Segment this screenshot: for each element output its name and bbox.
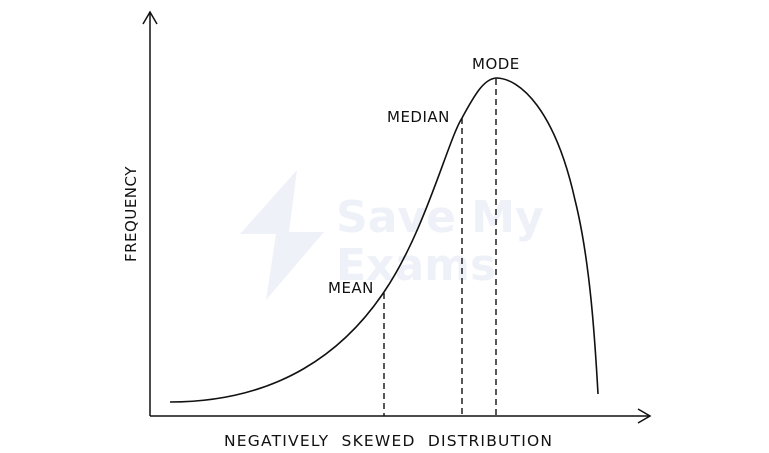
median-label: MEDIAN [387, 108, 450, 126]
mode-label: MODE [472, 55, 520, 73]
x-axis-arrowhead [637, 408, 652, 424]
watermark: Save My Exams [240, 170, 544, 300]
x-axis-label: NEGATIVELY SKEWED DISTRIBUTION [224, 432, 553, 450]
distribution-curve [169, 77, 599, 403]
watermark-line-2: Exams [336, 240, 496, 291]
axes [142, 10, 652, 424]
watermark-line-1: Save My [336, 192, 544, 243]
lightning-bolt-icon [240, 170, 324, 300]
mean-label: MEAN [328, 279, 374, 297]
y-axis-arrowhead [142, 10, 158, 25]
marker-lines [383, 79, 497, 416]
y-axis-label: FREQUENCY [122, 166, 140, 262]
